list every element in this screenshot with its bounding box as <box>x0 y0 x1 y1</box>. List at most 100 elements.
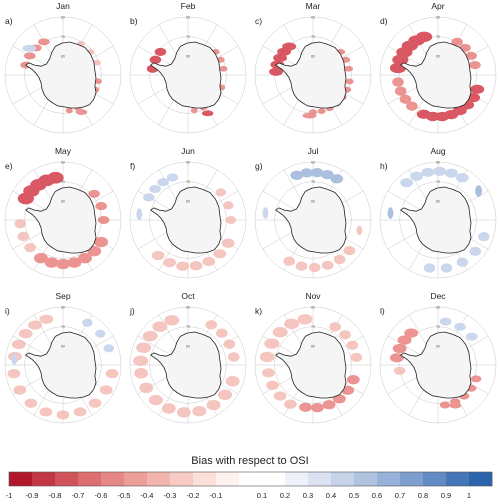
latitude-label: 70 <box>436 325 440 329</box>
antarctica-outline <box>150 331 222 399</box>
bias-patch <box>266 380 279 390</box>
antarctica-outline <box>275 331 347 399</box>
bias-patch <box>423 263 436 273</box>
colorbar-segment <box>377 472 401 486</box>
bias-patch <box>161 403 176 414</box>
bias-patch <box>290 170 304 180</box>
map-panel-dec: Dec l) 60 70 80 <box>379 291 497 424</box>
bias-patch <box>470 84 485 94</box>
bias-patch <box>416 109 431 119</box>
bias-patch <box>262 368 275 378</box>
panel-letter: h) <box>380 161 388 171</box>
bias-patch <box>225 215 237 225</box>
latitude-label: 60 <box>186 161 190 165</box>
bias-patch <box>223 339 236 349</box>
bias-patch <box>333 394 346 404</box>
panel-title: Jan <box>56 1 70 11</box>
map-panel-jan: Jan a) 60 70 80 <box>4 1 122 134</box>
colorbar-tick-label: -0.4 <box>141 491 154 500</box>
map-panel-jul: Jul g) 60 70 80 <box>254 146 372 279</box>
map-panel-jun: Jun f) 60 70 80 <box>129 146 247 279</box>
latitude-label: 70 <box>61 35 65 39</box>
bias-patch <box>302 112 317 119</box>
colorbar-tick-label: -0.6 <box>95 491 108 500</box>
colorbar-segment <box>216 472 240 486</box>
colorbar-tick-label: 0.3 <box>303 491 313 500</box>
bias-patch <box>221 238 235 248</box>
map-panel-nov: Nov k) 60 70 80 <box>254 291 372 424</box>
colorbar: -1 -0.9 -0.8 -0.7 -0.6 -0.5 -0.4 -0.3 -0.2 -0.1 0.… <box>6 471 493 500</box>
bias-patch <box>94 236 109 248</box>
latitude-label: 70 <box>311 180 315 184</box>
antarctica-outline <box>275 186 347 254</box>
map-panel-feb: Feb b) 60 70 80 <box>129 1 247 134</box>
colorbar-tick-label: 0.8 <box>418 491 428 500</box>
colorbar-segment <box>9 472 33 486</box>
bias-patch <box>343 245 356 256</box>
latitude-label: 80 <box>61 54 65 58</box>
bias-patch <box>421 167 435 177</box>
bias-patch <box>284 318 300 330</box>
colorbar-segment <box>32 472 56 486</box>
latitude-label: 60 <box>61 16 65 20</box>
bias-patch <box>339 330 351 340</box>
latitude-label: 60 <box>186 306 190 310</box>
bias-patch <box>477 232 490 242</box>
latitude-label: 60 <box>311 306 315 310</box>
bias-patch <box>273 391 287 401</box>
latitude-label: 80 <box>186 199 190 203</box>
bias-patch <box>215 188 227 197</box>
bias-patch <box>445 168 458 178</box>
bias-patch <box>38 38 50 46</box>
bias-patch <box>213 249 227 259</box>
bias-patch <box>164 315 180 326</box>
panel-title: Aug <box>430 146 445 156</box>
panel-letter: b) <box>130 16 138 26</box>
bias-patch <box>392 77 404 87</box>
panel-title: Oct <box>181 291 195 301</box>
bias-patch <box>152 321 168 332</box>
bias-patch <box>201 110 214 117</box>
bias-patch <box>439 317 452 326</box>
latitude-label: 70 <box>186 35 190 39</box>
antarctica-outline <box>150 41 222 109</box>
colorbar-segment <box>78 472 102 486</box>
bias-field <box>136 173 237 271</box>
colorbar-tick-label: -0.9 <box>26 491 39 500</box>
bias-patch <box>139 382 154 394</box>
bias-patch <box>39 407 53 417</box>
bias-patch <box>202 256 216 267</box>
colorbar-frame <box>8 471 493 487</box>
panel-title: Feb <box>181 1 196 11</box>
latitude-label: 70 <box>186 180 190 184</box>
colorbar-tick-label: 0.9 <box>441 491 451 500</box>
latitude-label: 60 <box>311 161 315 165</box>
bias-patch <box>95 329 106 338</box>
antarctica-outline <box>400 331 472 399</box>
bias-patch <box>190 107 198 114</box>
latitude-label: 80 <box>61 344 65 348</box>
bias-patch <box>149 55 162 64</box>
panel-letter: j) <box>129 306 135 316</box>
bias-patch <box>470 375 482 383</box>
colorbar-tick-label: -0.1 <box>210 491 223 500</box>
bias-field <box>389 317 482 409</box>
bias-patch <box>7 369 21 379</box>
bias-patch <box>300 168 314 178</box>
panel-letter: d) <box>380 16 388 26</box>
bias-patch <box>149 184 161 194</box>
bias-patch <box>465 332 478 341</box>
colorbar-tick-label: 0.5 <box>349 491 359 500</box>
panel-title: Nov <box>305 291 321 301</box>
bias-patch <box>456 257 469 267</box>
antarctica-outline <box>275 41 347 109</box>
colorbar-segment <box>147 472 171 486</box>
bias-patch <box>399 94 412 104</box>
bias-patch <box>329 322 341 332</box>
bias-patch <box>103 344 115 353</box>
bias-field <box>269 42 354 119</box>
bias-patch <box>94 78 102 85</box>
bias-patch <box>262 207 269 219</box>
latitude-label: 60 <box>311 16 315 20</box>
panel-letter: c) <box>255 16 262 26</box>
